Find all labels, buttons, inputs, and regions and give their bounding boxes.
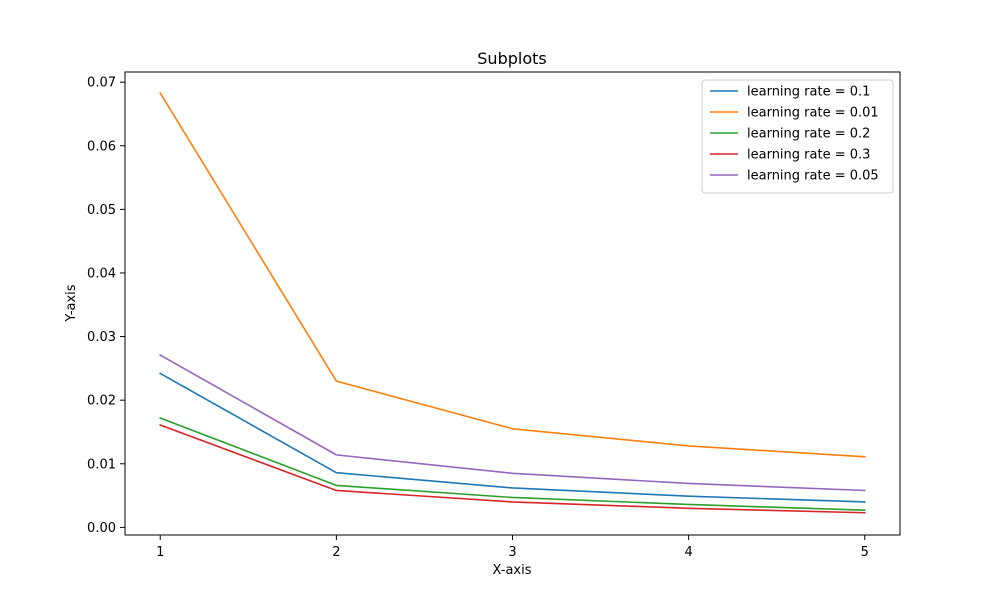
y-tick-label: 0.05 — [87, 203, 116, 218]
series-line-5 — [159, 353, 866, 492]
series-line-4 — [159, 423, 866, 514]
legend-label: learning rate = 0.3 — [747, 148, 870, 163]
y-tick-label: 0.07 — [87, 76, 116, 91]
x-tick-label: 4 — [684, 545, 692, 560]
x-tick-label: 3 — [508, 545, 516, 560]
legend-label: learning rate = 0.2 — [747, 127, 870, 142]
legend: learning rate = 0.1 learning rate = 0.01 l… — [701, 79, 894, 194]
chart-title: Subplots — [477, 49, 546, 68]
series-layer — [159, 91, 866, 514]
legend-label: learning rate = 0.01 — [747, 106, 879, 121]
series-line-1 — [159, 372, 866, 503]
series-line-2 — [159, 91, 866, 458]
y-tick-label: 0.03 — [87, 330, 116, 345]
x-axis-label: X-axis — [493, 563, 532, 578]
series-line-3 — [159, 416, 866, 512]
y-axis-label: Y-axis — [64, 284, 79, 322]
y-tick-label: 0.02 — [87, 394, 116, 409]
y-tick-label: 0.04 — [87, 266, 116, 281]
legend-label: learning rate = 0.1 — [747, 85, 870, 100]
legend-box — [701, 79, 894, 194]
y-tick-label: 0.06 — [87, 139, 116, 154]
x-tick-label: 1 — [156, 545, 164, 560]
y-tick-label: 0.00 — [87, 521, 116, 536]
y-tick-label: 0.01 — [87, 457, 116, 472]
x-tick-label: 2 — [332, 545, 340, 560]
legend-label: learning rate = 0.05 — [747, 169, 879, 184]
x-tick-label: 5 — [861, 545, 869, 560]
x-axis-ticks: 1 2 3 4 5 — [156, 535, 869, 560]
y-axis-ticks: 0.00 0.01 0.02 0.03 0.04 0.05 0.06 0.07 — [87, 76, 125, 536]
